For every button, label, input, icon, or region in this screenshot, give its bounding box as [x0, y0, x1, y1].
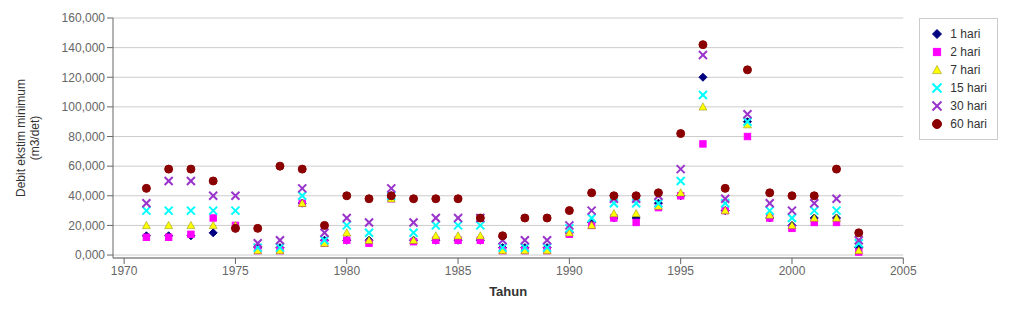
svg-text:1985: 1985: [445, 264, 472, 278]
html-text:2 hari: 2 hari: [950, 45, 981, 59]
html-text:7 hari: 7 hari: [950, 63, 981, 77]
html-text:1 hari: 1 hari: [950, 27, 981, 41]
svg-text:100,000: 100,000: [62, 100, 106, 114]
svg-text:120,000: 120,000: [62, 71, 106, 85]
svg-text:Tahun: Tahun: [489, 284, 527, 299]
svg-text:1980: 1980: [333, 264, 360, 278]
svg-text:1975: 1975: [222, 264, 249, 278]
svg-text:Debit ekstim minimum(m3/det): Debit ekstim minimum(m3/det): [14, 79, 42, 197]
svg-text:20,000: 20,000: [68, 219, 105, 233]
svg-text:0,000: 0,000: [75, 248, 105, 262]
svg-text:60,000: 60,000: [68, 159, 105, 173]
html-text:60 hari: 60 hari: [950, 117, 987, 131]
svg-text:160,000: 160,000: [62, 11, 106, 25]
html-text:30 hari: 30 hari: [950, 99, 987, 113]
svg-text:2000: 2000: [779, 264, 806, 278]
svg-text:2005: 2005: [890, 264, 917, 278]
svg-text:1995: 1995: [667, 264, 694, 278]
svg-text:140,000: 140,000: [62, 41, 106, 55]
svg-text:80,000: 80,000: [68, 130, 105, 144]
svg-text:40,000: 40,000: [68, 189, 105, 203]
html-text:15 hari: 15 hari: [950, 81, 987, 95]
svg-text:1990: 1990: [556, 264, 583, 278]
svg-text:1970: 1970: [111, 264, 138, 278]
